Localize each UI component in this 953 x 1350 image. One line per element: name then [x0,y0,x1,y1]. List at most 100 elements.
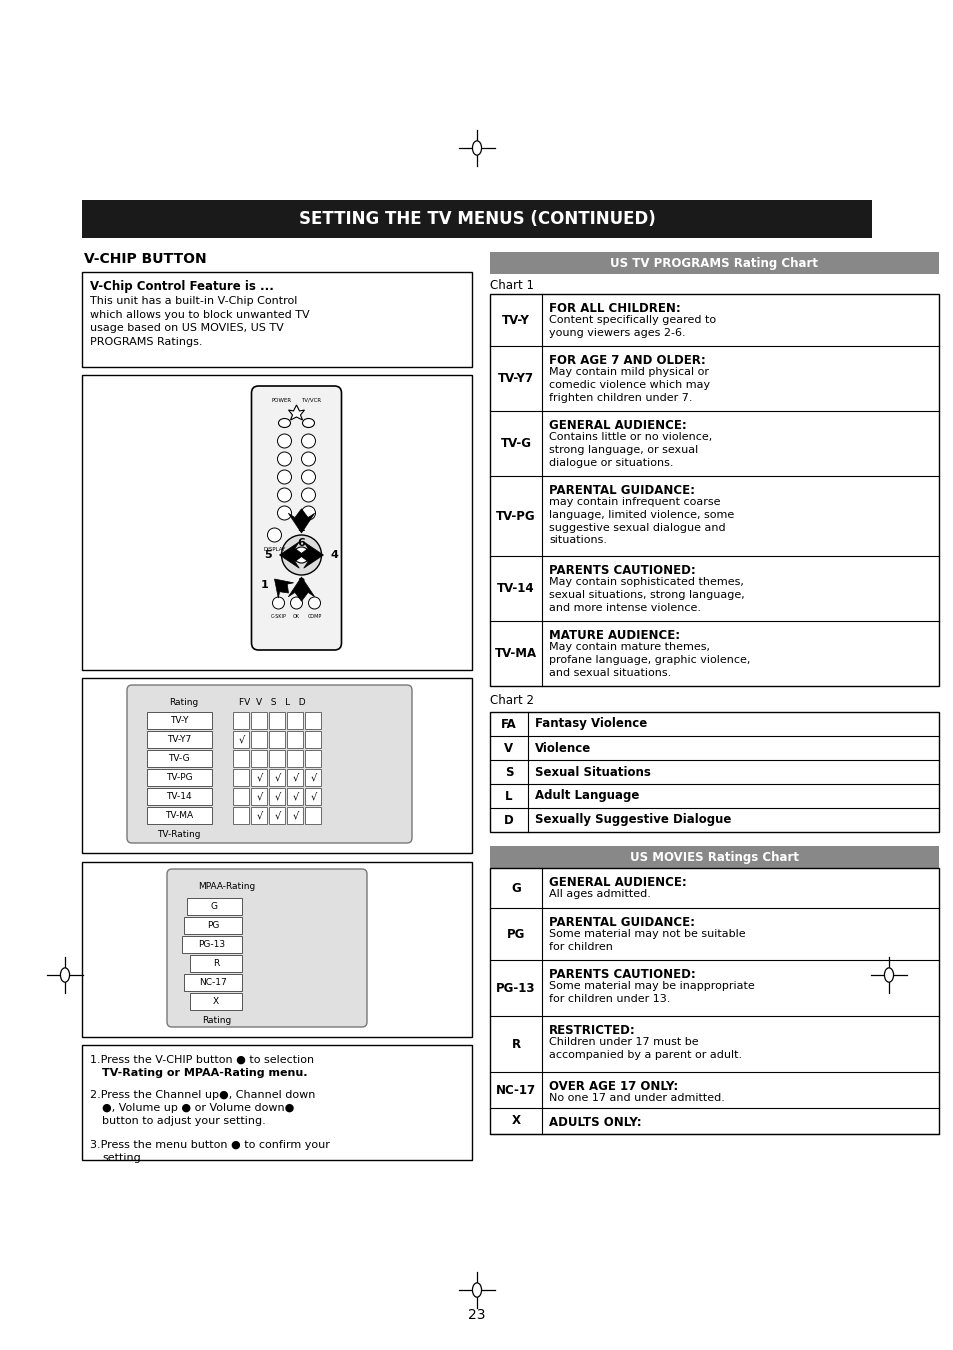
Text: √: √ [256,791,263,802]
Bar [269,769,285,786]
Circle shape [301,506,315,520]
Text: All ages admitted.: All ages admitted. [548,890,650,899]
Text: PARENTS CAUTIONED:: PARENTS CAUTIONED: [548,564,695,576]
Bar [190,954,242,972]
Text: Sexual Situations: Sexual Situations [535,765,650,779]
Text: 3.Press the menu button ● to confirm your: 3.Press the menu button ● to confirm you… [90,1139,330,1150]
Text: 2.Press the Channel up●, Channel down: 2.Press the Channel up●, Channel down [90,1089,315,1100]
Text: Chart 1: Chart 1 [490,279,534,292]
Text: R: R [213,958,219,968]
Text: US TV PROGRAMS Rating Chart: US TV PROGRAMS Rating Chart [610,256,818,270]
Bar [305,769,320,786]
Text: This unit has a built-in V-Chip Control
which allows you to block unwanted TV
us: This unit has a built-in V-Chip Control … [90,296,310,347]
Text: V-CHIP BUTTON: V-CHIP BUTTON [84,252,207,266]
Text: TV-Y: TV-Y [501,313,529,327]
Text: CH: CH [301,516,311,521]
Bar [490,846,938,868]
Bar [269,711,285,729]
Circle shape [301,452,315,466]
Bar [305,788,320,805]
Text: Some material may not be suitable
for children: Some material may not be suitable for ch… [548,929,745,952]
FancyBboxPatch shape [127,684,412,842]
Text: May contain sophisticated themes,
sexual situations, strong language,
and more i: May contain sophisticated themes, sexual… [548,576,744,613]
Ellipse shape [60,968,70,983]
Polygon shape [288,509,314,533]
Bar [190,994,242,1010]
Polygon shape [299,541,323,568]
Bar [187,898,242,915]
Bar [287,751,303,767]
Text: √: √ [274,772,281,783]
Text: √: √ [274,791,281,802]
Bar [147,807,212,824]
Text: TV-Y7: TV-Y7 [167,734,191,744]
Bar [147,751,212,767]
Polygon shape [274,579,294,598]
Text: 5: 5 [264,549,272,560]
Text: TV-G: TV-G [500,437,531,450]
Bar [233,788,249,805]
Circle shape [277,470,292,485]
Text: √: √ [293,791,299,802]
Text: Rating: Rating [202,1017,232,1025]
Text: PG: PG [207,921,219,930]
Circle shape [273,597,284,609]
Text: PARENTS CAUTIONED:: PARENTS CAUTIONED: [548,968,695,981]
Text: NC-17: NC-17 [199,977,227,987]
Bar [269,751,285,767]
Text: May contain mature themes,
profane language, graphic violence,
and sexual situat: May contain mature themes, profane langu… [548,643,750,678]
Text: 1: 1 [260,580,268,590]
Text: TV-Y: TV-Y [170,716,188,725]
Bar [287,788,303,805]
Text: Rating: Rating [170,698,198,707]
Text: ●, Volume up ● or Volume down●: ●, Volume up ● or Volume down● [102,1103,294,1112]
Text: No one 17 and under admitted.: No one 17 and under admitted. [548,1094,724,1103]
Text: √: √ [293,772,299,783]
Bar [251,807,267,824]
Text: Children under 17 must be
accompanied by a parent or adult.: Children under 17 must be accompanied by… [548,1037,741,1060]
Text: Some material may be inappropriate
for children under 13.: Some material may be inappropriate for c… [548,981,754,1004]
Circle shape [267,528,281,541]
Text: Violence: Violence [535,741,591,755]
Bar [233,711,249,729]
Text: 2: 2 [297,522,305,533]
Polygon shape [288,405,304,420]
Text: FOR ALL CHILDREN:: FOR ALL CHILDREN: [548,302,680,315]
Text: 6: 6 [297,539,305,548]
Bar [82,678,472,853]
Text: 3: 3 [297,578,305,589]
Ellipse shape [883,968,893,983]
Text: Chart 2: Chart 2 [490,694,534,707]
Bar [184,973,242,991]
Ellipse shape [302,418,314,428]
Circle shape [291,597,302,609]
Bar [251,788,267,805]
Polygon shape [279,541,303,568]
Circle shape [301,487,315,502]
Text: NC-17: NC-17 [496,1084,536,1096]
Text: MPAA-Rating: MPAA-Rating [198,882,255,891]
Text: Fantasy Violence: Fantasy Violence [535,717,646,730]
Bar [147,711,212,729]
Text: PG-13: PG-13 [198,940,225,949]
Bar [251,769,267,786]
Text: OK: OK [293,614,299,620]
Text: POWER: POWER [272,398,292,404]
Text: G: G [511,882,520,895]
Text: L: L [505,790,512,802]
Bar [305,751,320,767]
Circle shape [277,487,292,502]
FancyBboxPatch shape [252,386,341,649]
Text: FOR AGE 7 AND OLDER:: FOR AGE 7 AND OLDER: [548,354,705,367]
Bar [287,711,303,729]
Text: GENERAL AUDIENCE:: GENERAL AUDIENCE: [548,418,686,432]
Bar [287,730,303,748]
Text: PARENTAL GUIDANCE:: PARENTAL GUIDANCE: [548,485,695,497]
Circle shape [294,547,309,563]
Bar [82,863,472,1037]
Text: RESTRICTED:: RESTRICTED: [548,1025,635,1037]
Bar [182,936,242,953]
Text: FV  V   S   L   D: FV V S L D [238,698,305,707]
Text: Adult Language: Adult Language [535,790,639,802]
Circle shape [277,433,292,448]
